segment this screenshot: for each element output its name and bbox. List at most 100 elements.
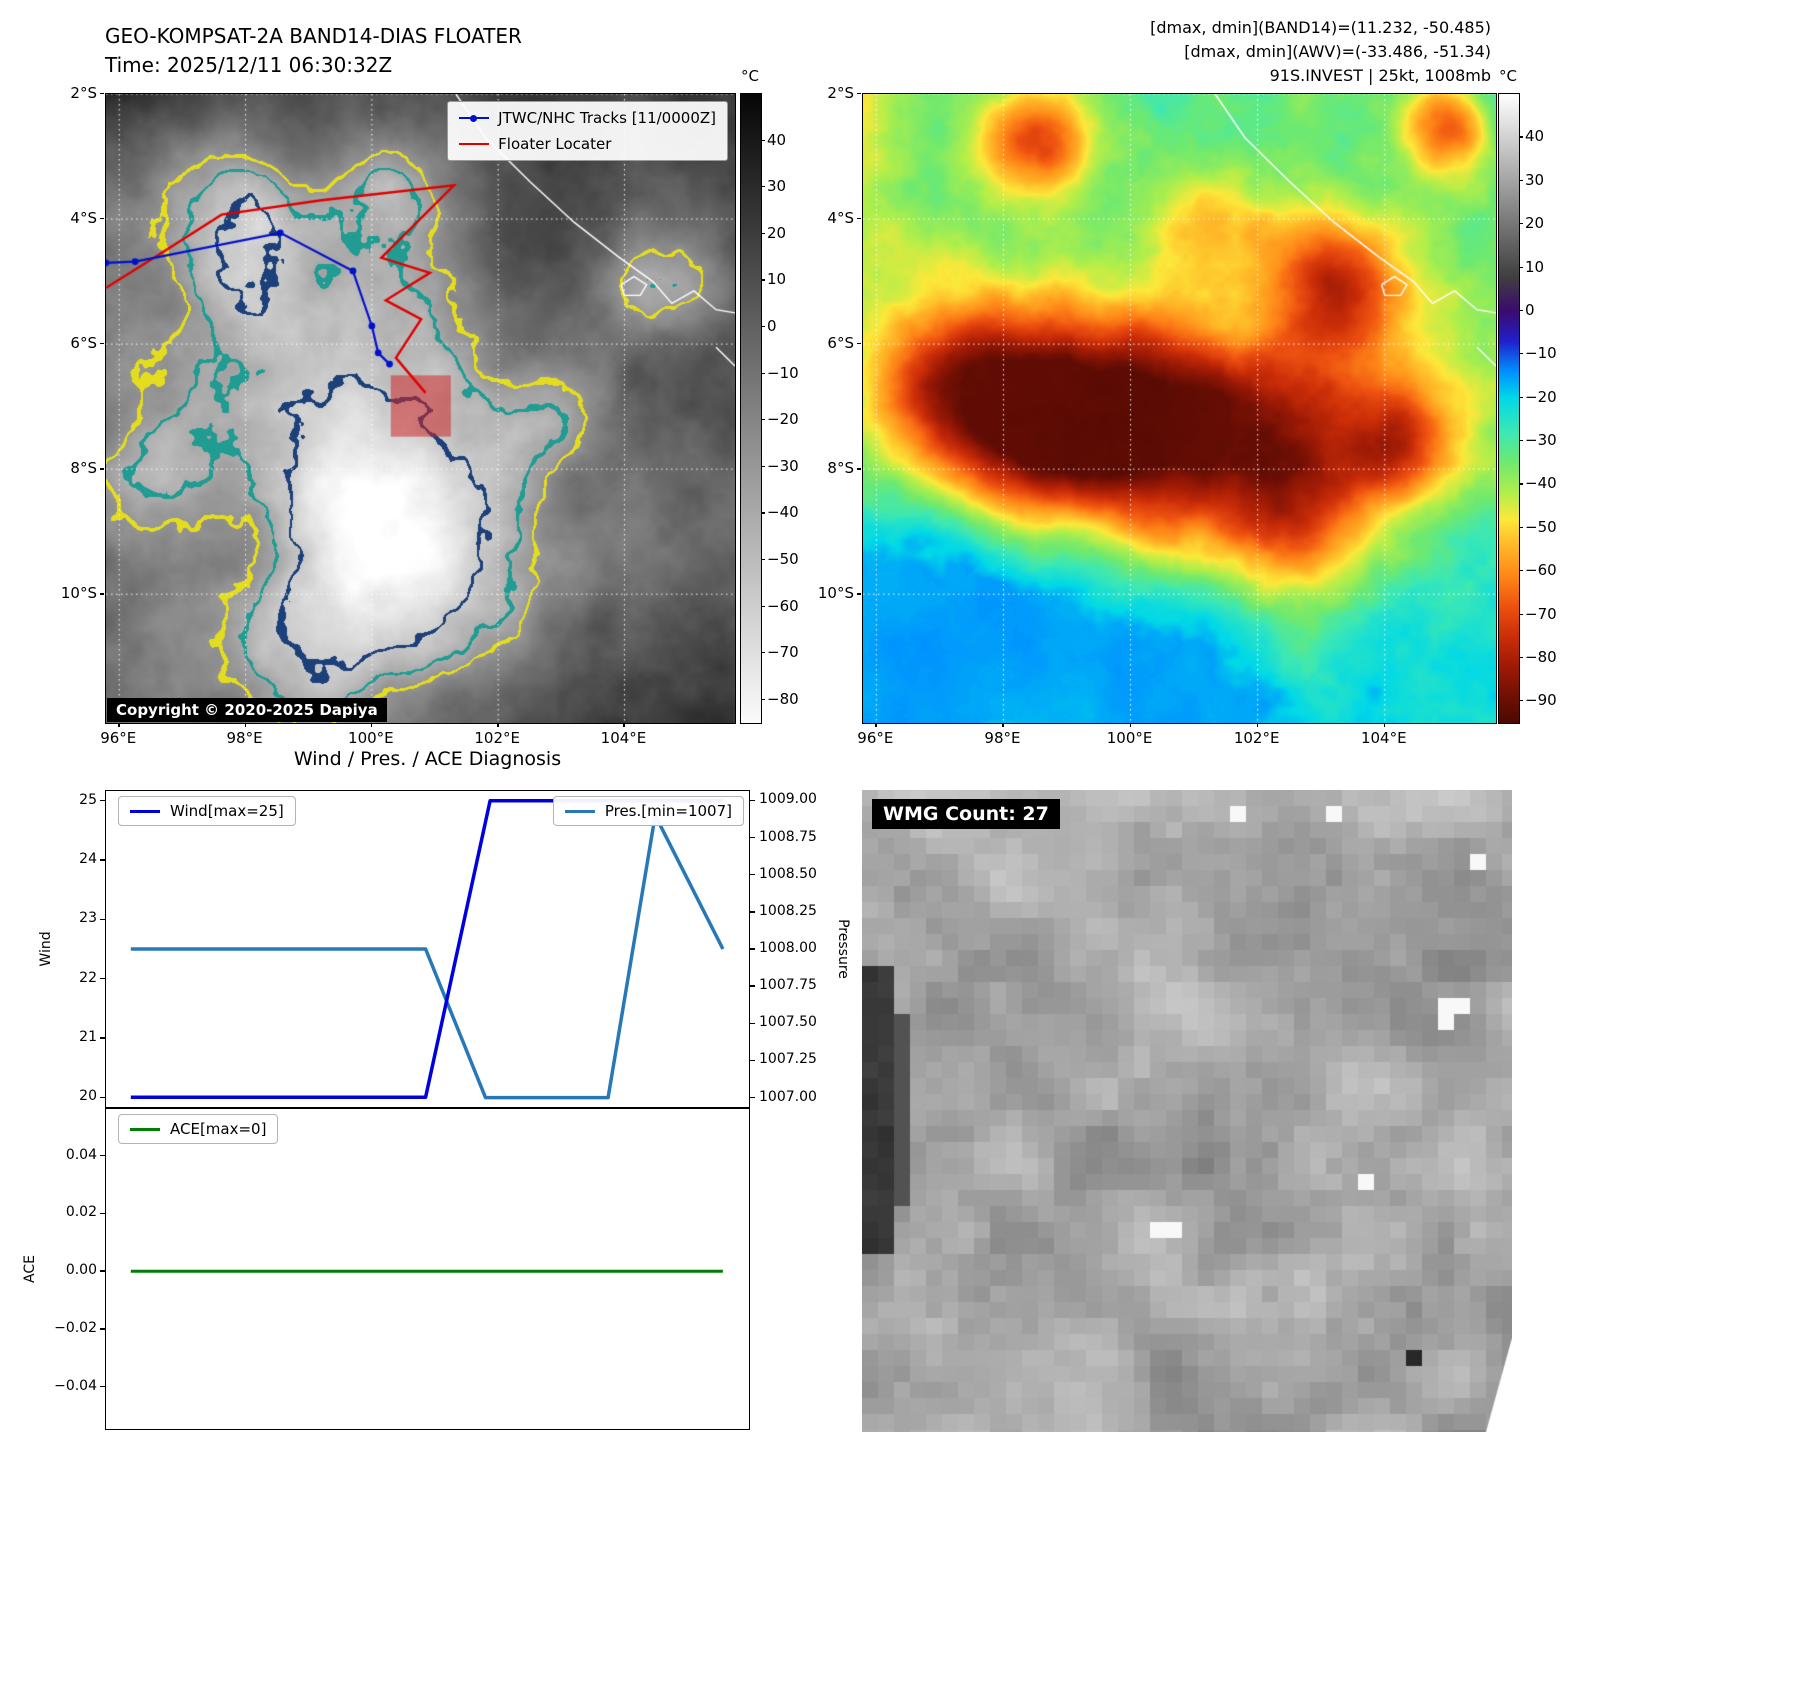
wind-tick-label: 20 [79,1088,97,1105]
wind-tick-mark [100,977,105,980]
awv-map-canvas [863,94,1496,723]
pressure-tick-mark [750,985,755,987]
awv-colorbar-tick-mark [1519,440,1523,442]
y-tick-label: 4°S [827,209,854,228]
awv-colorbar-tick-mark [1519,483,1523,485]
floater-locater-line-sample [459,143,490,145]
awv-colorbar-tick-label: −60 [1525,561,1557,580]
y-tick-mark [857,593,861,595]
pressure-tick-label: 1007.25 [759,1051,817,1068]
pressure-tick-mark [750,799,755,802]
wmg-count-badge: WMG Count: 27 [872,799,1060,829]
pressure-tick-mark [750,836,755,839]
ace-chart-frame [105,1108,750,1430]
y-tick-mark [857,93,861,95]
awv-colorbar-tick-label: −80 [1525,647,1557,666]
awv-colorbar-tick-label: 10 [1525,257,1545,276]
awv-colorbar-tick-label: 0 [1525,300,1535,319]
band14-colorbar-tick-label: −60 [767,596,799,615]
band14-colorbar-tick-label: 10 [767,270,787,289]
band14-colorbar-tick-mark [761,465,765,467]
wind-tick-label: 25 [79,791,97,808]
awv-colorbar-tick-mark [1519,526,1523,528]
band14-colorbar-tick-mark [761,512,765,514]
band14-colorbar-tick-label: 30 [767,177,787,196]
band14-map-legend: JTWC/NHC Tracks [11/0000Z] Floater Locat… [447,101,728,161]
wind-tick-mark [100,1037,105,1039]
x-tick-mark [118,723,120,727]
band14-colorbar-tick-label: −50 [767,549,799,568]
band14-title: GEO-KOMPSAT-2A BAND14-DIAS FLOATER [105,24,522,48]
pressure-tick-mark [750,1096,755,1099]
band14-colorbar-tick-mark [761,186,765,188]
pressure-tick-label: 1007.75 [759,977,817,994]
pressure-tick-mark [750,911,755,913]
wind-legend: Wind[max=25] [118,796,296,826]
awv-colorbar-tick-mark [1519,223,1523,225]
x-tick-mark [244,723,246,727]
ace-tick-label: −0.04 [54,1377,97,1394]
awv-colorbar-tick-mark [1519,266,1523,268]
x-tick-label: 104°E [1360,729,1407,747]
ace-tick-label: 0.04 [65,1146,97,1163]
awv-colorbar [1498,93,1520,724]
band14-colorbar-tick-mark [761,558,765,561]
y-tick-label: 8°S [70,459,97,478]
band14-colorbar-tick-label: 40 [767,130,787,149]
legend-row-floater: Floater Locater [459,135,716,153]
awv-colorbar-tick-mark [1519,700,1523,702]
ace-legend-line-sample [130,1127,160,1131]
invest-intensity: 91S.INVEST | 25kt, 1008mb [1269,66,1491,85]
y-tick-mark [100,468,104,470]
ace-plot [130,1269,723,1273]
dmax-dmin-awv: [dmax, dmin](AWV)=(-33.486, -51.34) [1184,42,1491,61]
band14-colorbar-tick-mark [761,279,765,281]
x-tick-mark [1256,723,1259,727]
band14-colorbar-tick-mark [761,139,765,141]
awv-colorbar-tick-mark [1519,179,1523,181]
pressure-tick-label: 1008.50 [759,865,817,882]
floater-locater-label: Floater Locater [498,135,612,153]
y-tick-label: 10°S [60,584,97,603]
y-tick-label: 6°S [70,334,97,353]
pressure-legend: Pres.[min=1007] [552,796,744,826]
band14-colorbar-tick-label: −40 [767,503,799,522]
awv-colorbar-tick-label: 40 [1525,127,1545,146]
band14-colorbar-tick-label: −20 [767,410,799,429]
pressure-legend-line-sample [564,809,595,813]
x-tick-label: 96°E [100,729,137,747]
awv-colorbar-tick-label: 30 [1525,170,1545,189]
pressure-tick-label: 1008.00 [759,940,817,956]
x-tick-label: 102°E [474,729,520,747]
band14-map-panel: JTWC/NHC Tracks [11/0000Z] Floater Locat… [105,93,736,724]
x-tick-mark [1129,723,1131,727]
x-tick-label: 100°E [348,729,394,747]
pressure-tick-label: 1009.00 [759,791,817,808]
wind-tick-mark [100,799,105,802]
y-tick-mark [100,93,104,95]
jtwc-track-line-sample [459,114,490,122]
band14-colorbar-tick-mark [761,325,765,328]
y-tick-mark [857,343,861,345]
awv-colorbar-tick-mark [1519,613,1523,615]
pressure-tick-mark [750,1059,755,1062]
band14-colorbar-tick-label: −30 [767,456,799,475]
pressure-tick-mark [750,1022,755,1024]
awv-colorbar-tick-label: −70 [1525,604,1557,623]
x-tick-label: 96°E [857,729,894,747]
awv-colorbar-tick-label: −40 [1525,474,1557,493]
pressure-tick-label: 1008.25 [759,902,817,919]
wind-tick-mark [100,859,105,861]
y-tick-mark [857,218,861,220]
y-tick-label: 2°S [70,84,97,102]
x-tick-label: 104°E [600,729,647,747]
y-tick-mark [100,218,104,220]
band14-colorbar-tick-mark [761,698,765,700]
copyright-label: Copyright © 2020-2025 Dapiya [107,698,387,722]
awv-map-panel [862,93,1497,724]
pressure-axis-label: Pressure [835,919,851,979]
awv-colorbar-tick-mark [1519,309,1523,312]
jtwc-track-label: JTWC/NHC Tracks [11/0000Z] [498,109,716,127]
x-tick-mark [1383,723,1386,727]
